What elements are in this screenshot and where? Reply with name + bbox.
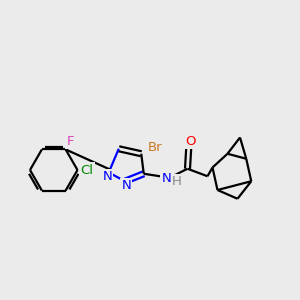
Text: N: N xyxy=(103,170,112,184)
Text: N: N xyxy=(161,172,171,185)
Text: Br: Br xyxy=(148,141,162,154)
Text: Cl: Cl xyxy=(80,164,94,176)
Text: F: F xyxy=(66,135,74,148)
Text: O: O xyxy=(185,135,195,148)
Text: N: N xyxy=(122,179,131,192)
Text: H: H xyxy=(172,175,182,188)
